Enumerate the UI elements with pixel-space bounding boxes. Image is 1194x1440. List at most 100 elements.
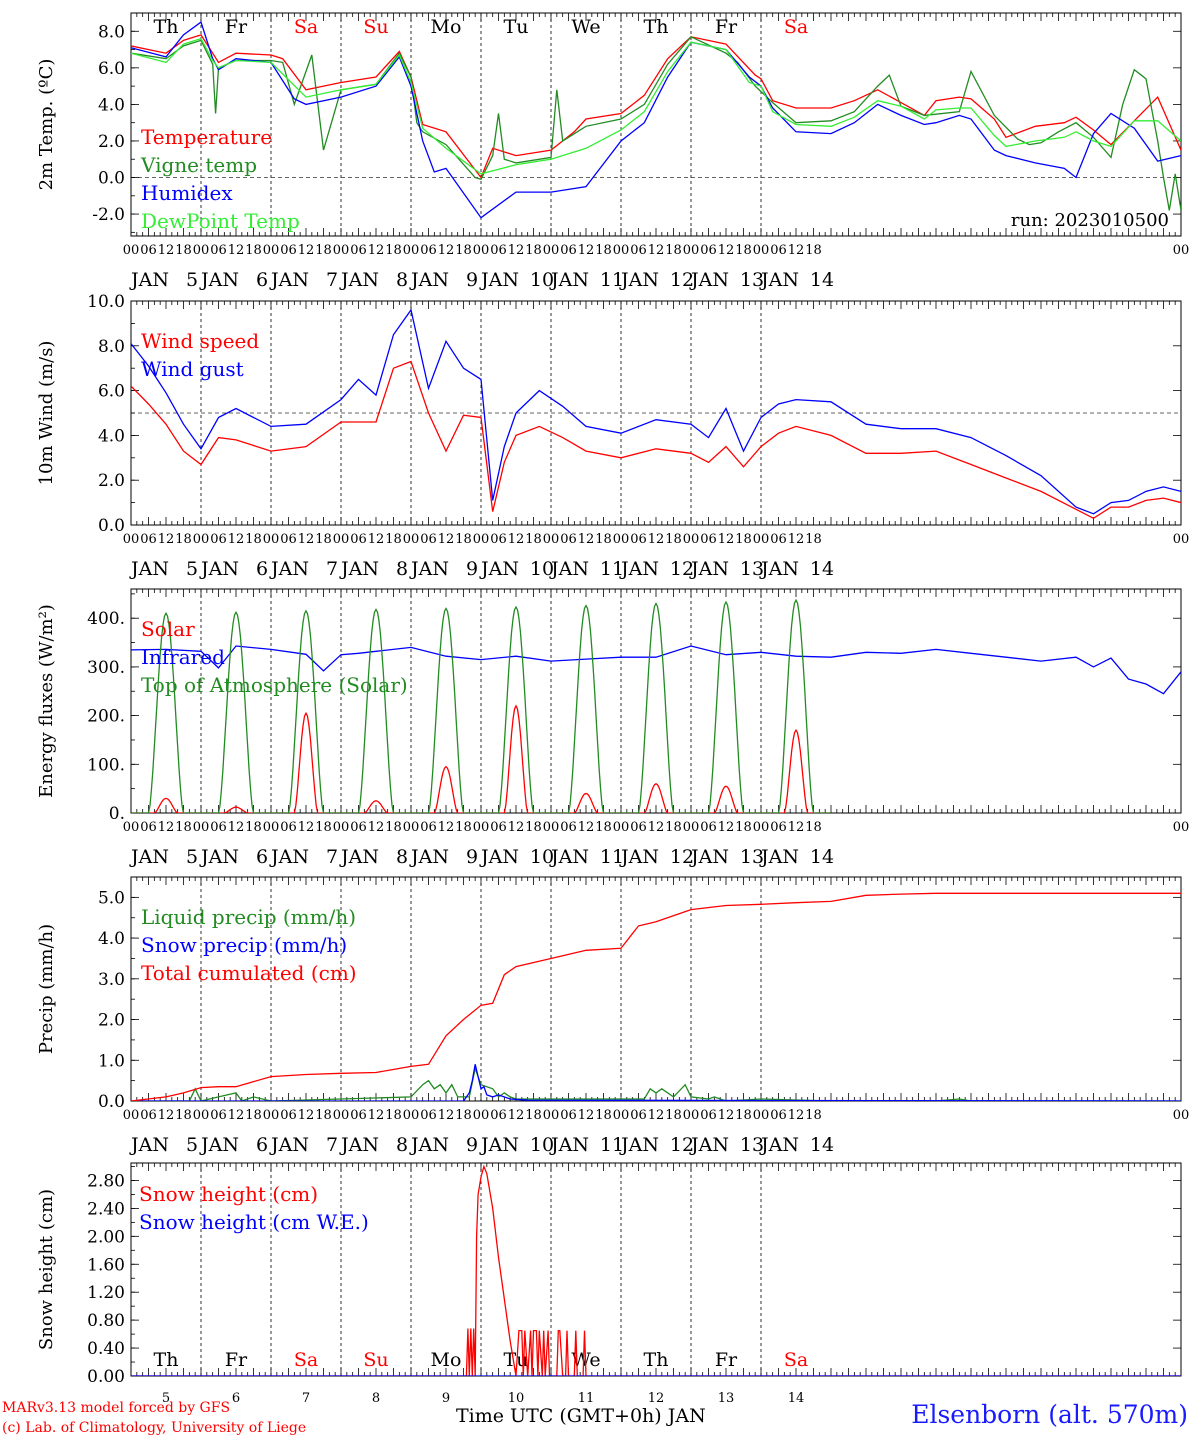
data-point: [237, 615, 238, 616]
data-point: [480, 417, 481, 418]
data-point: [383, 808, 384, 809]
data-point: [571, 789, 572, 790]
data-point: [530, 789, 531, 790]
data-point: [501, 789, 502, 790]
hour-tick-label: 12: [158, 1108, 175, 1123]
data-point: [340, 654, 341, 655]
hour-tick-label: 00: [263, 820, 280, 835]
series-group: [131, 892, 1181, 1101]
data-point: [218, 62, 219, 63]
data-point: [795, 124, 796, 125]
data-point: [727, 604, 728, 605]
data-point: [492, 511, 493, 512]
data-point: [445, 341, 446, 342]
data-point: [251, 805, 252, 806]
data-point: [504, 745, 505, 746]
day-label: 12: [670, 558, 694, 580]
y-tick-label: 2.80: [87, 1171, 125, 1191]
data-point: [515, 192, 516, 193]
data-point: [340, 1098, 341, 1099]
day-label: 6: [256, 1134, 268, 1156]
data-point: [733, 667, 734, 668]
hour-tick-label: 06: [210, 820, 227, 835]
data-point: [666, 718, 667, 719]
data-point: [289, 805, 290, 806]
data-point: [230, 809, 231, 810]
day-label: 6: [232, 1391, 240, 1406]
hour-tick-label: 12: [508, 820, 525, 835]
data-point: [877, 104, 878, 105]
data-point: [620, 457, 621, 458]
hour-tick-label: 12: [788, 1108, 805, 1123]
data-point: [441, 632, 442, 633]
hour-tick-label: 18: [805, 820, 822, 835]
data-point: [725, 602, 726, 603]
data-point: [1163, 177, 1164, 178]
data-point: [1110, 113, 1111, 114]
day-label: 9: [466, 558, 478, 580]
data-point: [533, 1330, 534, 1331]
data-point: [760, 78, 761, 79]
data-point: [671, 804, 672, 805]
hour-tick-label: 06: [560, 532, 577, 547]
data-point: [596, 811, 597, 812]
hour-tick-label: 06: [490, 1108, 507, 1123]
data-point: [666, 810, 667, 811]
data-point: [1122, 104, 1123, 105]
day-label: 8: [396, 1134, 408, 1156]
data-point: [305, 713, 306, 714]
data-point: [658, 787, 659, 788]
legend-entry: Top of Atmosphere (Solar): [141, 673, 408, 697]
data-point: [655, 783, 656, 784]
data-point: [596, 719, 597, 720]
data-point: [212, 64, 213, 65]
data-point: [507, 694, 508, 695]
data-point: [593, 805, 594, 806]
data-point: [375, 421, 376, 422]
month-label: JAN: [199, 846, 239, 868]
data-point: [778, 403, 779, 404]
data-point: [428, 412, 429, 413]
data-point: [575, 719, 576, 720]
hour-tick-label: 06: [490, 243, 507, 258]
data-point: [924, 118, 925, 119]
data-point: [585, 793, 586, 794]
hour-tick-label: 12: [578, 820, 595, 835]
day-label: 6: [256, 846, 268, 868]
hour-tick-label: 00: [543, 820, 560, 835]
data-point: [374, 612, 375, 613]
data-point: [298, 773, 299, 774]
hour-tick-label: 18: [665, 820, 682, 835]
data-point: [521, 649, 522, 650]
data-point: [772, 100, 773, 101]
data-point: [743, 451, 744, 452]
hour-tick-label: 06: [140, 243, 157, 258]
data-point: [550, 661, 551, 662]
data-point: [515, 164, 516, 165]
data-point: [772, 111, 773, 112]
data-point: [165, 56, 166, 57]
data-point: [711, 788, 712, 789]
legend-entry: Vigne temp: [140, 153, 257, 177]
data-point: [725, 53, 726, 54]
data-point: [176, 722, 177, 723]
data-point: [163, 800, 164, 801]
data-point: [797, 603, 798, 604]
hour-tick-label: 00: [123, 532, 140, 547]
data-point: [793, 740, 794, 741]
data-point: [1157, 140, 1158, 141]
data-point: [173, 807, 174, 808]
data-point: [725, 446, 726, 447]
data-point: [362, 769, 363, 770]
data-point: [811, 804, 812, 805]
hour-tick-label: 00: [263, 1108, 280, 1123]
data-point: [515, 162, 516, 163]
data-point: [779, 804, 780, 805]
hour-tick-label: 18: [525, 820, 542, 835]
data-point: [1005, 657, 1006, 658]
day-label: 8: [396, 846, 408, 868]
data-point: [504, 159, 505, 160]
data-point: [690, 424, 691, 425]
data-point: [712, 767, 713, 768]
data-point: [731, 797, 732, 798]
